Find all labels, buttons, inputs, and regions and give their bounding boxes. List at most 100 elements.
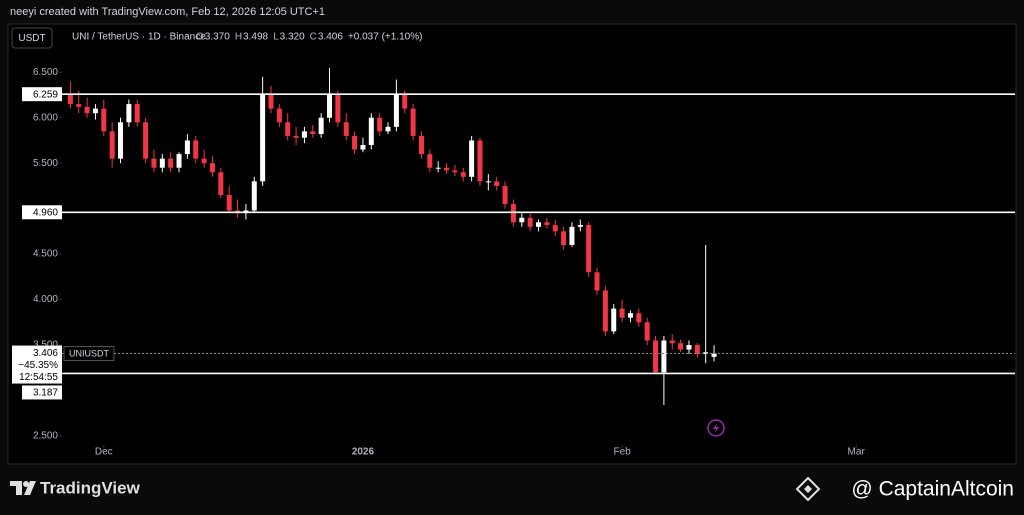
candle-body: [418, 135, 424, 155]
candle-body: [76, 104, 82, 107]
ohlc-legend: O 3.370 H 3.498 L 3.320 C 3.406 +0.037 (+1.10%): [196, 32, 422, 43]
candle-body: [368, 117, 374, 145]
candle-body: [109, 131, 115, 159]
candle-body: [209, 163, 215, 173]
candle-body: [644, 322, 650, 341]
candle-body: [427, 154, 433, 168]
currency-button[interactable]: [11, 27, 53, 49]
candle-body: [184, 140, 190, 155]
candle-body: [126, 104, 132, 123]
candle-body: [711, 353, 717, 357]
x-tick-label: 2026: [352, 447, 375, 458]
candle-body: [544, 222, 550, 225]
currency-label: USDT: [18, 33, 45, 44]
candle-body: [293, 135, 299, 138]
tradingview-logo-icon: [10, 481, 36, 495]
credit: neeyi created with TradingView.com, Feb …: [10, 6, 325, 18]
candle-body: [143, 122, 149, 159]
overlay: 6.259 4.960 3.406−45.35%12:54:55 UNIUSDT 3.1…: [12, 87, 1015, 400]
candle-body: [101, 108, 107, 132]
candle-body: [527, 217, 533, 227]
chart-panel: [7, 23, 1017, 465]
candle-body: [327, 95, 333, 118]
candle-body: [435, 167, 441, 169]
candle-body: [352, 135, 358, 150]
candle-body: [452, 170, 458, 173]
watermark: @ CaptainAltcoin: [851, 478, 1014, 501]
candle-body: [619, 308, 625, 318]
candle-body: [519, 217, 525, 223]
lightning-icon[interactable]: [707, 419, 725, 437]
candle-body: [444, 167, 450, 171]
candle-body: [469, 140, 475, 177]
last-price-countdown: 12:54:55: [19, 372, 58, 383]
legend-key: L: [273, 32, 279, 43]
candle-body: [168, 158, 174, 168]
legend-value: 3.370: [205, 32, 230, 43]
candle-body: [92, 108, 98, 114]
candle-body: [669, 340, 675, 344]
candle-body: [134, 104, 140, 123]
candle-body: [193, 140, 199, 159]
candle-body: [569, 226, 575, 245]
legend-key: C: [310, 32, 317, 43]
candle-body: [84, 106, 90, 114]
candle-body: [694, 345, 700, 355]
level-label-box: [22, 205, 62, 220]
candle-body: [251, 181, 257, 211]
candle-body: [318, 117, 324, 135]
candle-body: [611, 308, 617, 332]
last-price-label: 3.406: [33, 348, 58, 359]
candle-body: [636, 313, 642, 323]
symbol-box: [63, 346, 115, 362]
candle-body: [494, 181, 500, 186]
y-tick-label: 6.000: [33, 112, 58, 123]
candle-body: [201, 158, 207, 164]
candle-body: [686, 345, 692, 350]
legend-change: +0.037 (+1.10%): [348, 32, 423, 43]
x-tick-label: Feb: [613, 447, 631, 458]
candle-body: [410, 108, 416, 136]
candle-body: [301, 131, 307, 138]
last-price-change: −45.35%: [18, 360, 58, 371]
legend-value: 3.320: [280, 32, 305, 43]
candle-body: [385, 126, 391, 132]
candle-body: [402, 95, 408, 109]
y-tick-label: 4.500: [33, 249, 58, 260]
candle-body: [552, 225, 558, 232]
candle-body: [586, 225, 592, 273]
legend-value: 3.498: [243, 32, 268, 43]
logo-text: TradingView: [40, 478, 141, 497]
level-label: 3.187: [33, 388, 58, 399]
level-label-box: [22, 87, 62, 102]
candle-body: [485, 181, 491, 183]
last-price-box: [12, 345, 62, 384]
y-tick-label: 6.500: [33, 67, 58, 78]
candle-body: [653, 340, 659, 373]
candle-body: [703, 352, 709, 355]
candle-body: [393, 95, 399, 127]
x-tick-label: Dec: [95, 447, 113, 458]
candle-body: [627, 313, 633, 318]
candles: [67, 67, 717, 405]
candle-body: [151, 158, 157, 168]
y-tick-label: 5.500: [33, 158, 58, 169]
candle-body: [218, 172, 224, 195]
candle-body: [602, 290, 608, 332]
legend-value: 3.406: [318, 32, 343, 43]
level-label: 6.259: [33, 89, 58, 100]
x-tick-label: Mar: [848, 447, 866, 458]
y-tick-label: 2.500: [33, 431, 58, 442]
candle-body: [360, 145, 366, 150]
candle-body: [477, 140, 483, 182]
legend-key: O: [196, 32, 204, 43]
candle-body: [577, 225, 583, 227]
candle-body: [377, 117, 383, 132]
candle-body: [159, 158, 165, 168]
candle-body: [343, 122, 349, 136]
candle-body: [310, 131, 316, 135]
candle-body: [460, 172, 466, 177]
candle-body: [510, 204, 516, 223]
symbol-label: UNIUSDT: [69, 348, 110, 358]
